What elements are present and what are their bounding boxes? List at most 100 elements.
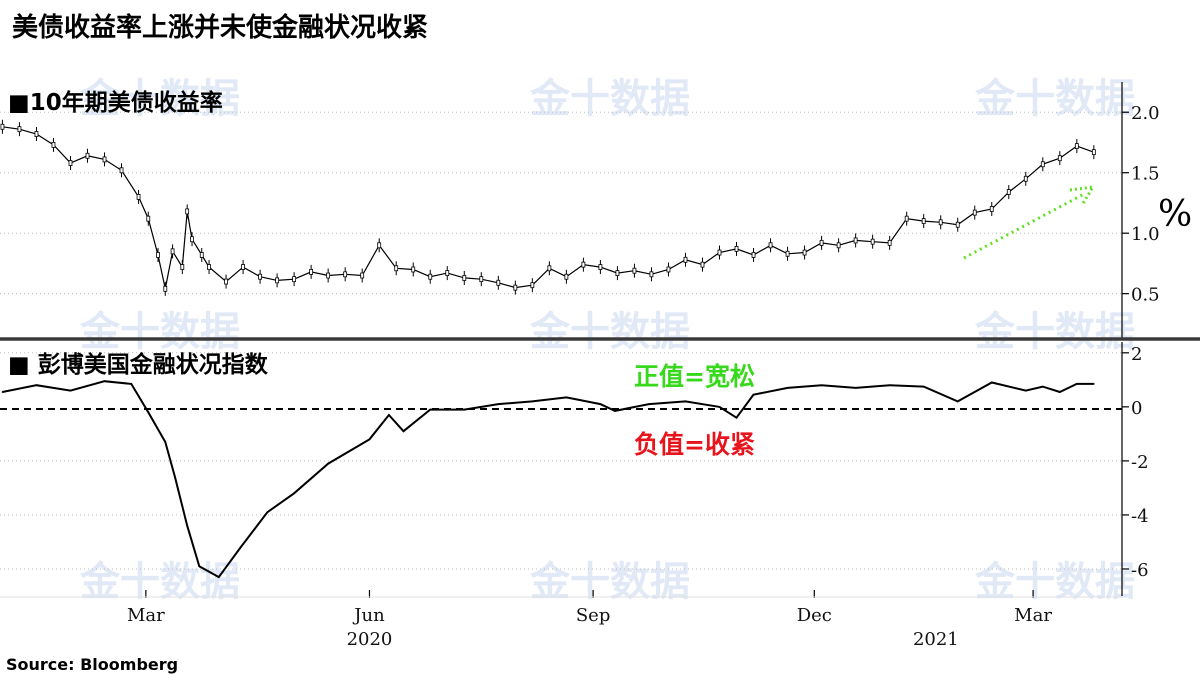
data-point-body (479, 276, 484, 283)
data-point-body (1040, 161, 1045, 168)
data-point-body (377, 242, 382, 249)
data-point-body (615, 270, 620, 277)
data-point-body (785, 250, 790, 257)
source-note: Source: Bloomberg (6, 655, 178, 674)
data-point-body (666, 266, 671, 273)
data-point-body (428, 273, 433, 280)
fci-panel-gridlines (0, 352, 1122, 570)
data-point-body (989, 206, 994, 212)
data-point-body (326, 272, 331, 279)
x-tick-label: Mar (1014, 605, 1052, 626)
watermark-text: 金十数据 (79, 76, 240, 122)
data-point-body (68, 160, 73, 166)
data-point (103, 380, 106, 382)
data-point (368, 438, 371, 441)
series-line (2, 380, 1094, 579)
data-point-body (411, 266, 416, 273)
data-point-body (292, 276, 297, 283)
data-point (735, 416, 738, 419)
yield-panel-title: ■10年期美债收益率 (8, 89, 223, 116)
data-point (956, 400, 959, 403)
data-point-body (1074, 143, 1079, 150)
yield-panel-gridlines (0, 111, 1122, 295)
data-point-body (207, 264, 211, 270)
data-point-body (904, 215, 909, 222)
data-point (922, 385, 925, 388)
data-point-body (768, 242, 773, 249)
x-year-label: 2021 (913, 629, 959, 650)
data-point (1024, 389, 1027, 392)
data-point-body (819, 239, 824, 246)
data-point-body (955, 221, 960, 228)
data-point-body (185, 208, 190, 215)
series-line (2, 126, 1095, 289)
data-point-body (870, 238, 875, 245)
data-point-body (1091, 149, 1096, 156)
data-point-body (1006, 189, 1011, 195)
data-point-body (146, 215, 151, 222)
y-tick-label: 0.5 (1131, 285, 1160, 306)
x-axis-ticks: Mar Jun Sep Dec Mar 2020 2021 (0, 590, 1122, 650)
data-point-body (462, 275, 467, 281)
data-point (35, 384, 38, 387)
data-point (266, 511, 269, 514)
x-tick-label: Jun (352, 605, 385, 626)
data-point (1042, 385, 1044, 388)
data-point (130, 383, 133, 385)
data-point (217, 576, 220, 578)
watermark-text: 金十数据 (974, 76, 1135, 122)
annotation-positive: 正值=宽松 (634, 362, 755, 391)
data-point-body (530, 282, 535, 289)
data-point-body (241, 264, 245, 270)
data-point-body (136, 194, 141, 200)
y-tick-label: 2 (1131, 344, 1142, 365)
watermark-text: 金十数据 (529, 76, 690, 122)
data-point-body (170, 248, 175, 255)
data-point-body (199, 252, 204, 258)
y-tick-label: -2 (1131, 452, 1149, 473)
y-tick-label: 2.0 (1131, 103, 1160, 124)
data-point-body (547, 265, 552, 272)
data-point-body (717, 249, 722, 256)
data-point (164, 441, 167, 443)
data-point (614, 410, 616, 412)
data-point-body (445, 270, 450, 277)
data-point-body (649, 271, 654, 278)
data-point-body (17, 126, 22, 133)
data-point (786, 387, 789, 389)
data-point (648, 403, 650, 405)
yield-panel-y-ticks: 0.5 1.0 1.5 2.0 (1122, 103, 1160, 306)
data-point (888, 384, 891, 387)
data-point-body (343, 271, 348, 278)
data-point-body (836, 242, 841, 249)
data-point-body (581, 261, 586, 268)
data-point-body (938, 219, 943, 226)
data-point (1, 391, 4, 393)
y-tick-label: -6 (1131, 560, 1149, 581)
data-point-body (1057, 155, 1062, 162)
data-point-body (275, 277, 280, 284)
data-point-body (598, 264, 603, 270)
data-point-body (34, 131, 39, 137)
watermark-text: 金十数据 (974, 309, 1135, 355)
data-point-body (85, 152, 90, 159)
yield-panel-unit: % (1158, 194, 1192, 235)
y-tick-label: -4 (1131, 506, 1149, 527)
data-point (147, 411, 150, 414)
data-point-body (700, 261, 705, 268)
data-point-body (751, 252, 756, 258)
data-point (293, 492, 295, 495)
data-point-body (564, 273, 569, 280)
fci-panel-title: ■ 彭博美国金融状况指数 (8, 351, 269, 378)
data-point (752, 393, 755, 396)
data-point-body (119, 167, 124, 174)
watermark-text: 金十数据 (79, 309, 240, 355)
data-point-body (496, 279, 501, 286)
data-point (388, 414, 390, 416)
data-point-body (683, 256, 688, 263)
data-point-body (802, 249, 807, 256)
data-point-body (972, 209, 977, 216)
data-point (497, 403, 500, 405)
data-point (1076, 383, 1078, 385)
